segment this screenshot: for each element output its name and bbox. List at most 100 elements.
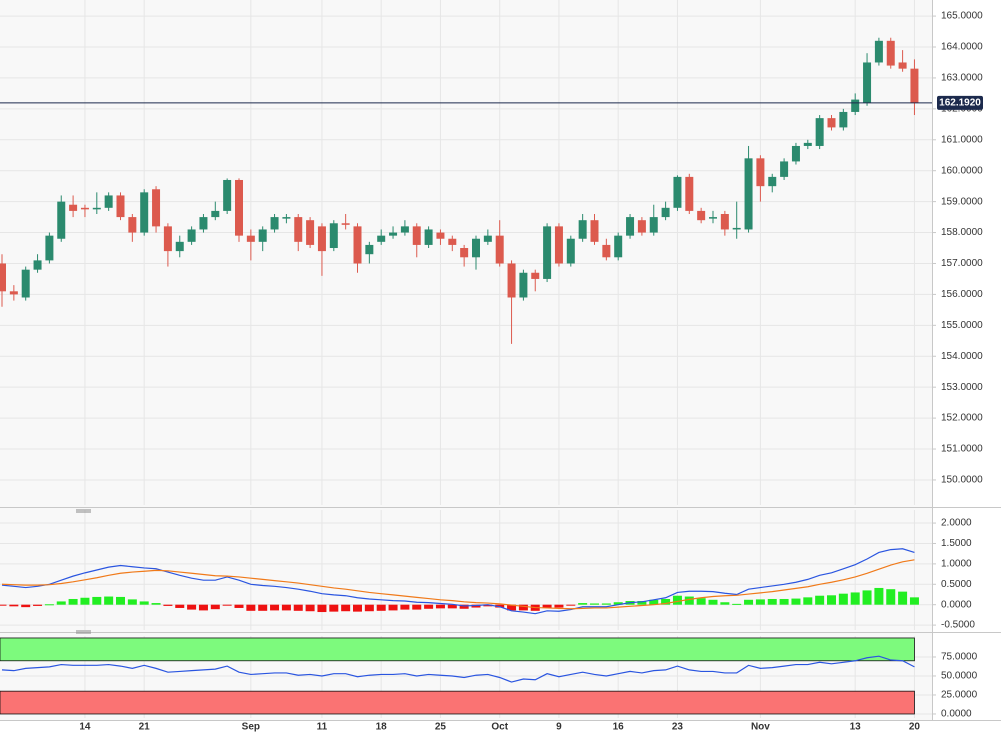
- candle-body: [803, 142, 812, 146]
- y-tick-label: 151.0000: [941, 444, 983, 455]
- rsi-zone: [0, 637, 915, 662]
- candle-body: [341, 223, 350, 225]
- y-tick-label: 0.0000: [941, 709, 972, 720]
- histogram-bar: [56, 601, 66, 605]
- histogram-bar: [815, 595, 825, 605]
- candle-body: [673, 176, 682, 208]
- y-tick-label: 152.0000: [941, 413, 983, 424]
- histogram-bar: [376, 604, 386, 611]
- histogram-bar: [341, 604, 351, 612]
- candle-body: [578, 220, 587, 239]
- resize-handle[interactable]: [76, 509, 91, 513]
- candle-body: [626, 217, 635, 236]
- histogram-bar: [258, 604, 268, 611]
- candle-body: [389, 232, 398, 236]
- histogram-bar: [791, 598, 801, 605]
- histogram-bar: [518, 604, 528, 611]
- candle-body: [80, 207, 89, 210]
- candle-body: [827, 118, 836, 128]
- candle-body: [791, 145, 800, 162]
- histogram-bar: [684, 596, 694, 605]
- candle-body: [472, 238, 480, 258]
- y-tick-label: 150.0000: [941, 475, 983, 486]
- candle-body: [519, 272, 528, 298]
- histogram-bar: [92, 596, 102, 605]
- histogram-bar: [329, 604, 339, 612]
- y-tick-label: 0.5000: [941, 579, 972, 590]
- histogram-bar: [732, 603, 742, 605]
- candle-body: [744, 158, 753, 230]
- histogram-bar: [198, 604, 208, 611]
- candle-body: [685, 176, 694, 211]
- indicator-line: [1, 548, 915, 615]
- histogram-bar: [293, 604, 303, 611]
- histogram-bar: [566, 604, 576, 606]
- candle-body: [9, 291, 18, 295]
- y-tick-label: 0.0000: [941, 599, 972, 610]
- histogram-bar: [317, 604, 327, 613]
- candle-body: [649, 217, 658, 233]
- candle-body: [92, 207, 101, 210]
- candle-body: [768, 176, 777, 187]
- histogram-bar: [210, 604, 220, 610]
- y-tick-label: 2.0000: [941, 518, 972, 529]
- candle-body: [128, 217, 137, 233]
- candle-body: [566, 238, 575, 264]
- histogram-bar: [163, 604, 173, 606]
- histogram-bar: [175, 604, 185, 608]
- candle-body: [400, 226, 409, 233]
- histogram-bar: [305, 604, 315, 612]
- candle-body: [45, 235, 54, 261]
- histogram-bar: [400, 604, 410, 610]
- histogram-bar: [116, 596, 125, 605]
- chart-layer: 14 21 Sep 11 18 25 Oct 9 16 23 Nov 13 20 150.0000 151.…: [0, 0, 983, 733]
- candle-body: [116, 195, 125, 218]
- candle-body: [211, 210, 220, 218]
- histogram-bar: [281, 604, 291, 611]
- x-tick-label: Nov: [751, 722, 770, 733]
- candle-body: [602, 244, 611, 258]
- candle-body: [886, 40, 895, 66]
- candle-body: [223, 179, 232, 211]
- candle-body: [104, 195, 113, 208]
- histogram-bar: [507, 604, 517, 611]
- last-price-label: 162.1920: [939, 98, 981, 109]
- histogram-bar: [744, 599, 754, 605]
- candle-body: [294, 217, 303, 242]
- histogram-bar: [9, 604, 19, 607]
- candle-body: [317, 226, 326, 252]
- candle-body: [874, 40, 883, 63]
- candle-body: [554, 226, 563, 264]
- y-tick-label: 163.0000: [941, 73, 983, 84]
- candle-body: [732, 227, 741, 230]
- candle-body: [543, 226, 552, 279]
- histogram-bar: [554, 604, 564, 608]
- candle-body: [424, 229, 433, 245]
- candle-body: [661, 207, 670, 218]
- candle-body: [282, 217, 291, 219]
- candle-body: [851, 99, 860, 112]
- histogram-bar: [471, 604, 481, 608]
- histogram-bar: [601, 603, 611, 605]
- x-tick-label: Sep: [242, 722, 260, 733]
- candle-body: [507, 263, 516, 298]
- histogram-bar: [874, 587, 884, 605]
- y-tick-label: 164.0000: [941, 42, 983, 53]
- histogram-bar: [720, 602, 730, 605]
- histogram-bar: [779, 598, 789, 605]
- resize-handle[interactable]: [76, 630, 91, 634]
- histogram-bar: [21, 604, 31, 608]
- candle-body: [448, 238, 457, 245]
- x-tick-label: 18: [376, 722, 388, 733]
- candle-body: [329, 223, 338, 249]
- histogram-bar: [33, 604, 43, 606]
- y-tick-label: 160.0000: [941, 165, 983, 176]
- histogram-bar: [542, 604, 552, 608]
- y-tick-label: 1.0000: [941, 559, 972, 570]
- y-tick-label: 161.0000: [941, 134, 983, 145]
- histogram-bar: [909, 597, 919, 605]
- y-tick-label: 159.0000: [941, 196, 983, 207]
- candle-body: [483, 235, 492, 242]
